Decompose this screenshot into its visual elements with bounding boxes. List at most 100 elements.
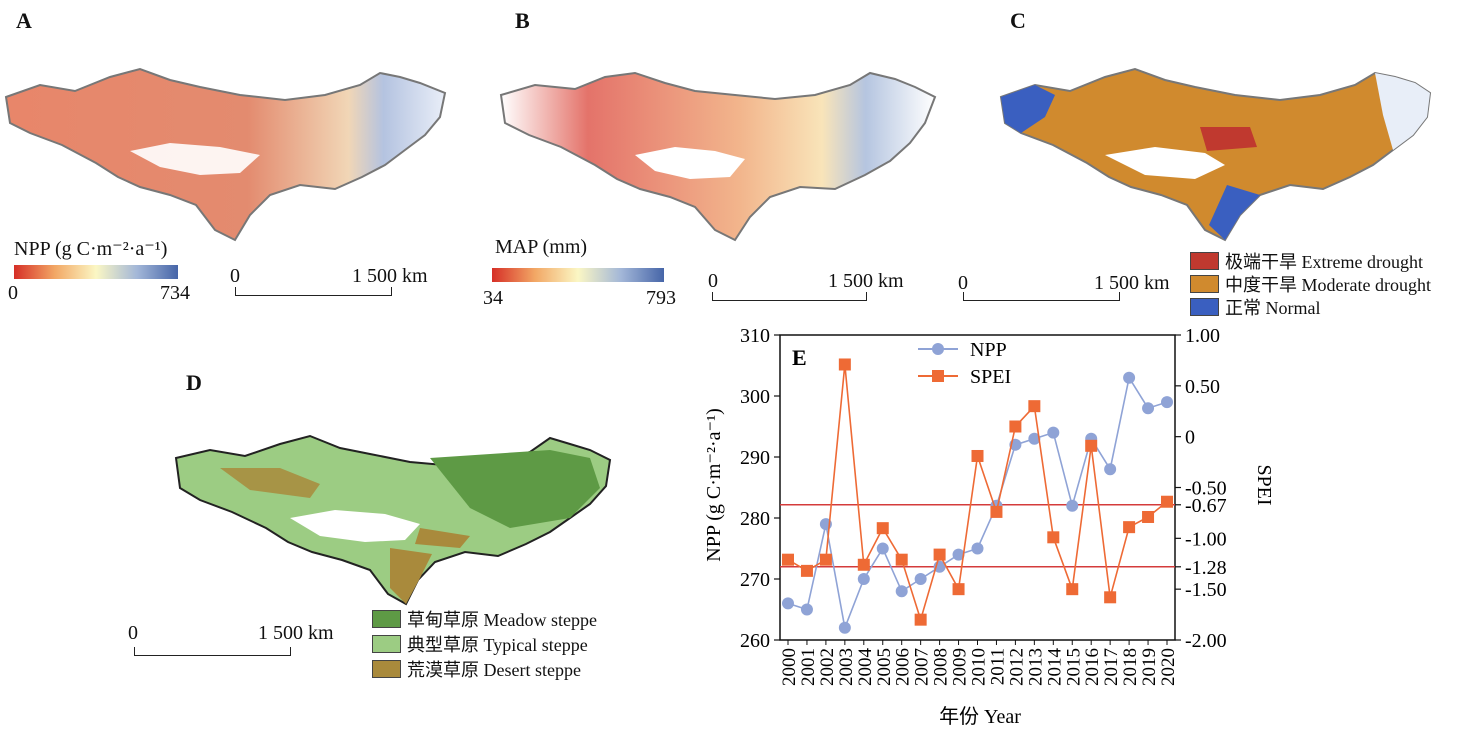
panel-a-legend-title: NPP (g C·m⁻²·a⁻¹) xyxy=(14,238,168,260)
series-npp-point xyxy=(876,542,889,555)
panel-a-legend-max: 734 xyxy=(160,282,190,304)
x-tick-label: 2012 xyxy=(1006,648,1027,686)
y-right-tick-label: -1.00 xyxy=(1185,528,1227,550)
y-right-tick-label: -1.50 xyxy=(1185,579,1227,601)
panel-c-scale-end: 1 500 km xyxy=(1094,272,1170,294)
panel-c-letter: C xyxy=(1010,8,1026,33)
y-left-tick-label: 260 xyxy=(740,630,770,652)
panel-c-drought-map xyxy=(999,67,1432,242)
series-spei-point xyxy=(1123,521,1136,534)
series-spei-point xyxy=(1009,420,1022,433)
series-spei-point xyxy=(857,558,870,571)
y-right-tick-label: 1.00 xyxy=(1185,325,1220,347)
series-spei-point xyxy=(819,553,832,566)
series-spei-point xyxy=(914,613,927,626)
series-npp-line xyxy=(787,375,1168,631)
series-spei-point xyxy=(952,583,965,596)
series-spei-point xyxy=(1085,439,1098,452)
panel-b-map-map xyxy=(499,71,937,242)
series-spei-point xyxy=(838,358,851,371)
series-spei-point xyxy=(1142,510,1155,523)
panel-e-y-axis-right-label: SPEI xyxy=(1253,464,1275,505)
panel-a-legend-min: 0 xyxy=(8,282,18,304)
x-tick-label: 2007 xyxy=(912,648,933,686)
series-npp-point xyxy=(1161,396,1173,409)
y-left-tick-label: 300 xyxy=(740,386,770,408)
x-tick-label: 2001 xyxy=(798,648,819,686)
panel-b-legend-max: 793 xyxy=(646,287,676,309)
series-spei-point xyxy=(1066,583,1079,596)
panel-e-legend: NPP SPEI xyxy=(918,339,1011,388)
series-spei-point xyxy=(876,522,889,535)
panel-d-scale-start: 0 xyxy=(128,622,138,644)
series-spei-point xyxy=(1161,495,1173,508)
y-right-tick-label: 0 xyxy=(1185,427,1195,449)
panel-b-legend-title: MAP (mm) xyxy=(495,236,588,258)
panel-a-scale-start: 0 xyxy=(230,265,240,287)
legend-label-extreme: 极端干旱 Extreme drought xyxy=(1225,252,1423,272)
y-right-tick-label: -2.00 xyxy=(1185,630,1227,652)
x-tick-label: 2000 xyxy=(779,648,800,686)
x-tick-label: 2020 xyxy=(1158,648,1179,686)
panel-c-scale-bar xyxy=(963,292,1120,301)
x-tick-label: 2014 xyxy=(1044,648,1065,687)
x-tick-label: 2002 xyxy=(817,648,838,686)
x-tick-label: 2011 xyxy=(987,648,1008,685)
panel-d-scale-end: 1 500 km xyxy=(258,622,334,644)
panel-b-scale-bar xyxy=(712,292,867,301)
panel-a-color-ramp xyxy=(14,265,178,279)
legend-npp-marker xyxy=(932,343,944,355)
series-npp-point xyxy=(838,621,851,634)
series-npp-point xyxy=(895,585,908,598)
series-spei-point xyxy=(933,548,946,561)
x-tick-label: 2008 xyxy=(931,648,952,686)
y-left-tick-label: 270 xyxy=(740,569,770,591)
legend-label-meadow: 草甸草原 Meadow steppe xyxy=(407,610,597,630)
legend-label-moderate: 中度干旱 Moderate drought xyxy=(1225,275,1431,295)
x-tick-label: 2017 xyxy=(1101,648,1122,686)
series-npp-point xyxy=(1028,432,1041,445)
panel-b-letter: B xyxy=(515,8,530,33)
series-npp-point xyxy=(971,542,984,555)
legend-spei-marker xyxy=(932,370,944,382)
panel-c-scale-start: 0 xyxy=(958,272,968,294)
series-spei-point xyxy=(782,553,794,566)
x-tick-label: 2005 xyxy=(874,648,895,686)
series-spei-point xyxy=(971,449,984,462)
y-right-tick-label: 0.50 xyxy=(1185,376,1220,398)
panel-c-legend-item: 中度干旱 Moderate drought xyxy=(1190,271,1431,297)
legend-swatch-meadow xyxy=(372,610,401,628)
legend-spei-label: SPEI xyxy=(970,366,1011,388)
legend-swatch-desert xyxy=(372,660,401,678)
y-left-tick-label: 310 xyxy=(740,325,770,347)
panel-d-scale-bar xyxy=(134,647,291,656)
series-spei-point xyxy=(1028,400,1041,413)
panel-a-scale-bar xyxy=(235,287,392,296)
legend-swatch-extreme xyxy=(1190,252,1219,270)
x-tick-label: 2010 xyxy=(969,648,990,686)
x-tick-label: 2006 xyxy=(893,648,914,686)
panel-a-npp-map xyxy=(4,67,447,242)
y-right-tick-label: -0.50 xyxy=(1185,478,1227,500)
x-tick-label: 2013 xyxy=(1025,648,1046,686)
y-right-tick-label: -1.28 xyxy=(1185,557,1227,579)
panel-e-line-chart: E 年份 Year NPP (g C·m⁻²·a⁻¹) SPEI 260 270 2… xyxy=(703,325,1275,728)
series-spei-point xyxy=(800,564,813,577)
panel-b-scale-end: 1 500 km xyxy=(828,270,904,292)
x-tick-label: 2015 xyxy=(1063,648,1084,686)
panel-c-legend-item: 极端干旱 Extreme drought xyxy=(1190,248,1423,274)
legend-label-normal: 正常 Normal xyxy=(1225,298,1321,318)
panel-d-letter: D xyxy=(186,370,202,395)
series-npp-point xyxy=(1142,402,1155,415)
panel-a-scale-end: 1 500 km xyxy=(352,265,428,287)
series-npp-point xyxy=(952,548,965,561)
panel-d-legend-item: 草甸草原 Meadow steppe xyxy=(372,606,597,632)
y-left-tick-label: 280 xyxy=(740,508,770,530)
series-npp-point xyxy=(800,603,813,616)
legend-label-typical: 典型草原 Typical steppe xyxy=(407,635,588,655)
series-spei-point xyxy=(990,505,1003,518)
panel-e-letter: E xyxy=(792,345,807,370)
series-npp-point xyxy=(1104,463,1117,476)
panel-d-legend-item: 典型草原 Typical steppe xyxy=(372,631,588,657)
panel-b-color-ramp xyxy=(492,268,664,282)
